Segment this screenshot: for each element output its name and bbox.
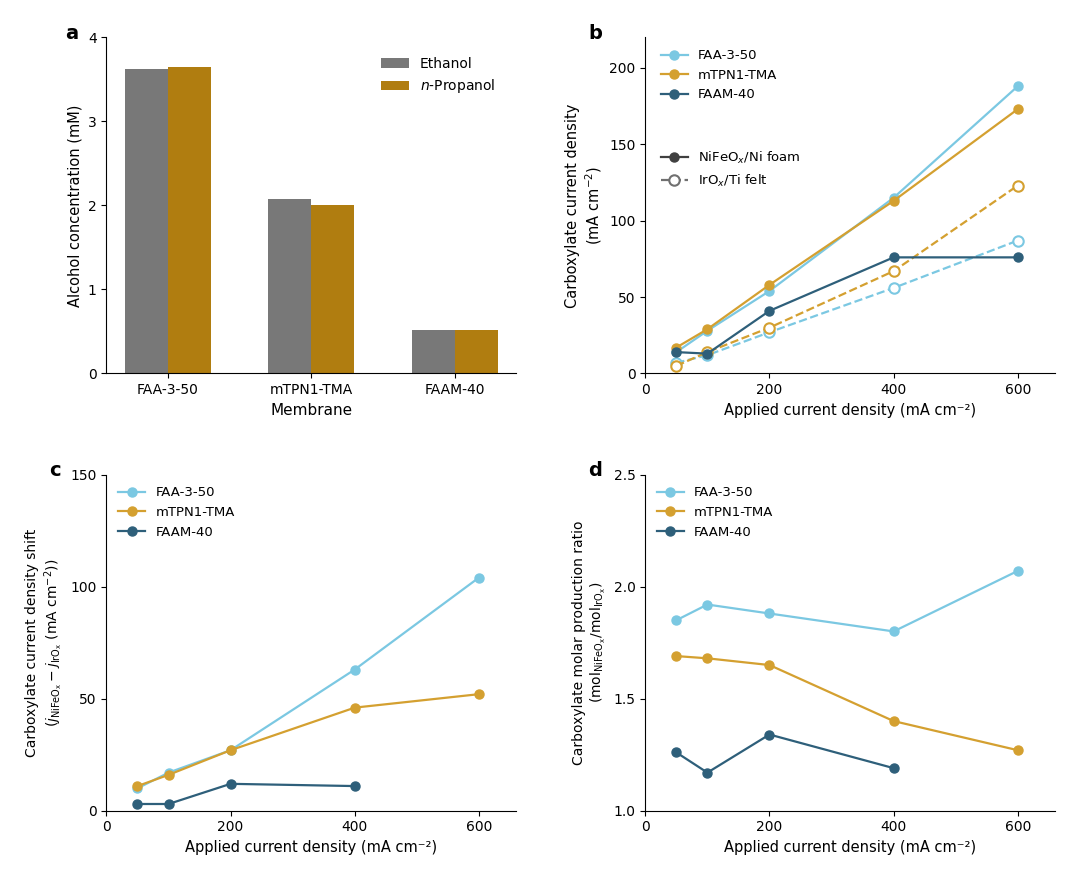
Text: d: d <box>588 461 602 480</box>
Text: a: a <box>66 24 79 43</box>
X-axis label: Applied current density (mA cm⁻²): Applied current density (mA cm⁻²) <box>724 840 976 855</box>
Y-axis label: Carboxylate molar production ratio
(mol$_\mathrm{NiFeO_x}$/mol$_\mathrm{IrO_x}$): Carboxylate molar production ratio (mol$… <box>572 520 608 765</box>
Legend: NiFeO$_x$/Ni foam, IrO$_x$/Ti felt: NiFeO$_x$/Ni foam, IrO$_x$/Ti felt <box>656 145 806 194</box>
Bar <box>168 67 211 373</box>
Bar <box>311 204 354 373</box>
Legend: Ethanol, $n$-Propanol: Ethanol, $n$-Propanol <box>376 51 501 101</box>
Bar <box>268 199 311 373</box>
Y-axis label: Carboxylate current density shift
($j_\mathrm{NiFeO_x}-j_\mathrm{IrO_x}$ (mA cm$: Carboxylate current density shift ($j_\m… <box>25 529 65 757</box>
Bar <box>411 330 455 373</box>
Text: b: b <box>588 24 602 43</box>
Y-axis label: Carboxylate current density
(mA cm$^{-2}$): Carboxylate current density (mA cm$^{-2}… <box>565 103 604 308</box>
Bar <box>125 70 168 373</box>
Y-axis label: Alcohol concentration (mM): Alcohol concentration (mM) <box>67 104 82 306</box>
Legend: FAA-3-50, mTPN1-TMA, FAAM-40: FAA-3-50, mTPN1-TMA, FAAM-40 <box>652 481 779 544</box>
Text: c: c <box>49 461 60 480</box>
X-axis label: Membrane: Membrane <box>270 403 352 418</box>
Legend: FAA-3-50, mTPN1-TMA, FAAM-40: FAA-3-50, mTPN1-TMA, FAAM-40 <box>113 481 240 544</box>
Bar <box>455 330 498 373</box>
X-axis label: Applied current density (mA cm⁻²): Applied current density (mA cm⁻²) <box>186 840 437 855</box>
X-axis label: Applied current density (mA cm⁻²): Applied current density (mA cm⁻²) <box>724 403 976 418</box>
